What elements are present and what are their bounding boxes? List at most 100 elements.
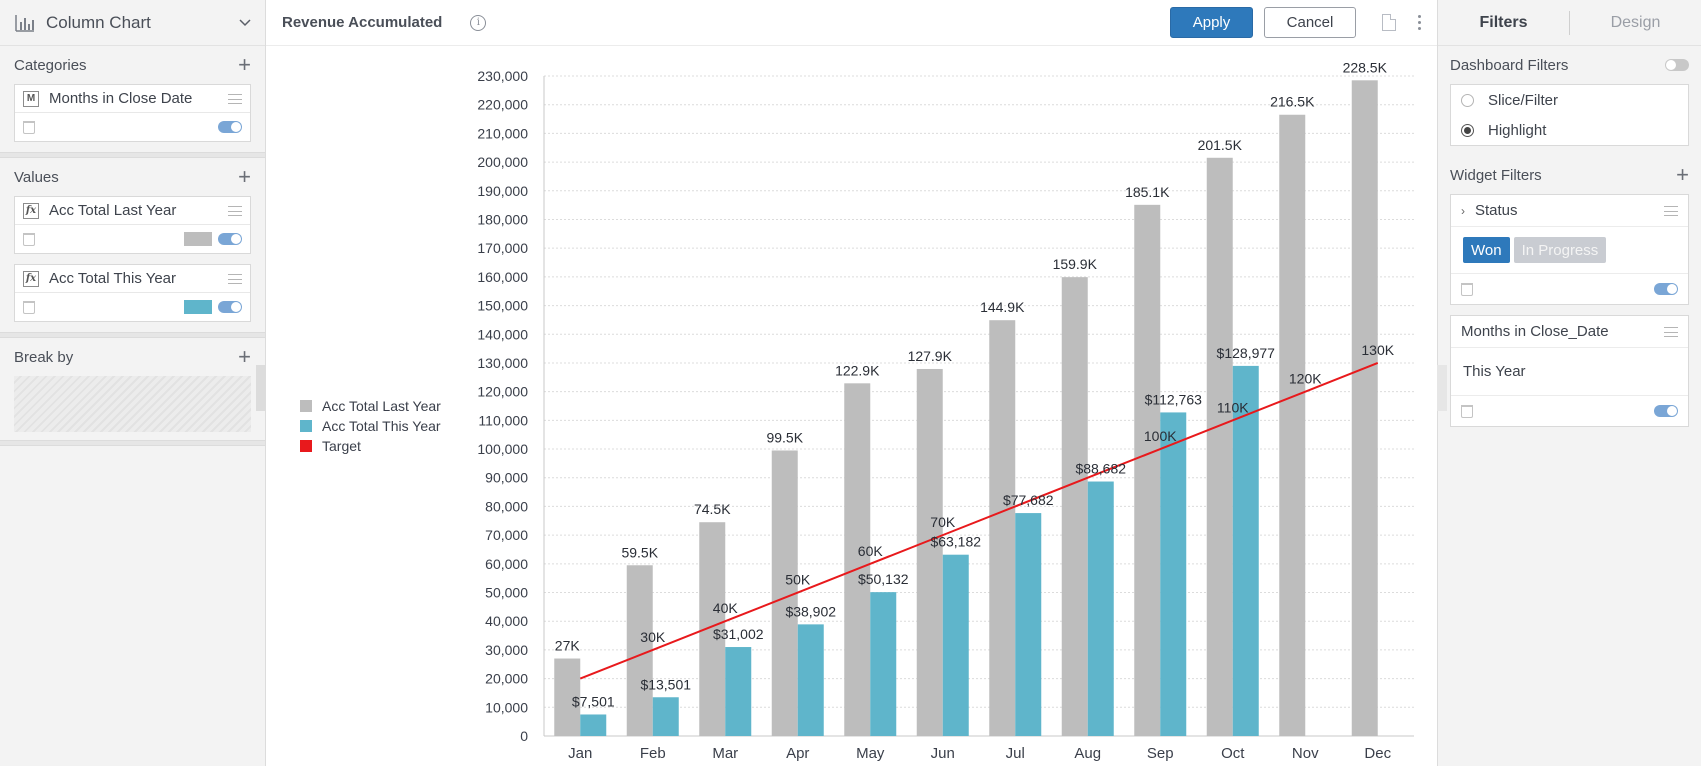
bar xyxy=(942,554,969,736)
value-item-label[interactable]: Acc Total This Year xyxy=(49,270,177,287)
radio-button[interactable] xyxy=(1461,93,1474,107)
chevron-down-icon[interactable] xyxy=(239,18,251,27)
widget-filters-label: Widget Filters xyxy=(1450,166,1542,184)
break-by-dropzone[interactable] xyxy=(14,376,251,432)
x-tick-label: Feb xyxy=(640,745,666,762)
apply-button[interactable]: Apply xyxy=(1170,7,1253,38)
y-tick-label: 40,000 xyxy=(485,613,528,629)
color-swatch[interactable] xyxy=(184,232,212,246)
legend-label: Acc Total Last Year xyxy=(322,398,441,414)
x-tick-label: Mar xyxy=(712,745,738,762)
values-section: Values + fx Acc Total Last Year fx xyxy=(0,158,265,322)
legend-label: Acc Total This Year xyxy=(322,418,441,434)
bar xyxy=(1061,277,1088,736)
trash-icon[interactable] xyxy=(23,232,35,246)
value-item[interactable]: fx Acc Total Last Year xyxy=(14,196,251,254)
data-label: 122.9K xyxy=(835,362,880,378)
data-label: $13,501 xyxy=(640,676,691,692)
more-options-icon[interactable] xyxy=(1418,15,1421,30)
dashboard-filters-label: Dashboard Filters xyxy=(1450,56,1569,74)
date-filter-value[interactable]: This Year xyxy=(1451,348,1688,396)
cancel-button[interactable]: Cancel xyxy=(1264,7,1356,38)
break-by-label: Break by xyxy=(14,348,74,366)
trash-icon[interactable] xyxy=(23,120,35,134)
bar xyxy=(989,320,1016,736)
tab-filters[interactable]: Filters xyxy=(1479,13,1528,31)
drag-handle-icon[interactable] xyxy=(228,205,242,216)
left-panel-collapse-handle[interactable] xyxy=(256,365,266,411)
drag-handle-icon[interactable] xyxy=(228,93,242,104)
chip-won[interactable]: Won xyxy=(1463,237,1510,263)
target-label: 40K xyxy=(713,600,739,616)
bar xyxy=(554,658,581,736)
chart-type-selector[interactable]: Column Chart xyxy=(0,0,265,46)
date-filter-label[interactable]: Months in Close_Date xyxy=(1461,323,1609,340)
enable-toggle[interactable] xyxy=(218,121,242,133)
data-label: $63,182 xyxy=(930,534,981,550)
categories-label: Categories xyxy=(14,56,87,74)
add-break-by-icon[interactable]: + xyxy=(238,344,251,369)
tab-design[interactable]: Design xyxy=(1610,13,1661,31)
category-item-label[interactable]: Months in Close Date xyxy=(49,90,193,107)
add-value-icon[interactable]: + xyxy=(238,164,251,189)
date-filter: Months in Close_Date This Year xyxy=(1450,315,1689,427)
bar xyxy=(1134,204,1161,736)
y-tick-label: 120,000 xyxy=(477,384,528,400)
info-icon[interactable]: i xyxy=(470,14,487,31)
data-label: 201.5K xyxy=(1198,137,1243,153)
x-tick-label: Sep xyxy=(1147,745,1174,762)
data-label: 59.5K xyxy=(621,544,658,560)
enable-toggle[interactable] xyxy=(218,233,242,245)
trash-icon[interactable] xyxy=(23,300,35,314)
widget-title[interactable]: Revenue Accumulated xyxy=(282,14,443,31)
data-label: 74.5K xyxy=(694,501,731,517)
trash-icon[interactable] xyxy=(1461,404,1473,418)
status-filter-label[interactable]: Status xyxy=(1475,202,1518,219)
panel-tabs: Filters Design xyxy=(1438,0,1701,46)
y-tick-label: 200,000 xyxy=(477,154,528,170)
mode-option-highlight[interactable]: Highlight xyxy=(1451,115,1688,145)
radio-button-selected[interactable] xyxy=(1461,123,1474,137)
category-item[interactable]: M Months in Close Date xyxy=(14,84,251,142)
chevron-right-icon[interactable]: › xyxy=(1461,203,1465,218)
add-widget-filter-icon[interactable]: + xyxy=(1676,162,1689,187)
value-item[interactable]: fx Acc Total This Year xyxy=(14,264,251,322)
add-category-icon[interactable]: + xyxy=(238,52,251,77)
column-chart-icon xyxy=(15,14,34,32)
enable-toggle[interactable] xyxy=(218,301,242,313)
x-tick-label: Apr xyxy=(786,745,809,762)
drag-handle-icon[interactable] xyxy=(1664,326,1678,337)
document-icon[interactable] xyxy=(1382,14,1396,31)
y-tick-label: 210,000 xyxy=(477,125,528,141)
y-tick-label: 0 xyxy=(520,728,528,744)
drag-handle-icon[interactable] xyxy=(1664,205,1678,216)
y-tick-label: 110,000 xyxy=(478,412,528,428)
data-label: 185.1K xyxy=(1125,184,1170,200)
y-tick-label: 190,000 xyxy=(477,183,528,199)
bar xyxy=(1160,412,1187,736)
left-panel: Column Chart Categories + M Months in Cl… xyxy=(0,0,266,766)
color-swatch[interactable] xyxy=(184,300,212,314)
legend-swatch xyxy=(300,440,312,452)
y-tick-label: 60,000 xyxy=(485,556,528,572)
x-tick-label: Jul xyxy=(1006,745,1025,762)
data-label: $77,682 xyxy=(1003,492,1054,508)
enable-toggle[interactable] xyxy=(1654,283,1678,295)
data-label: $31,002 xyxy=(713,626,764,642)
target-line xyxy=(579,362,1379,680)
y-tick-label: 180,000 xyxy=(477,211,528,227)
x-tick-label: Aug xyxy=(1074,745,1101,762)
column-chart: 0 10,000 20,000 30,000 40,000 50,000 60,000 70,… xyxy=(300,59,1414,762)
y-tick-label: 150,000 xyxy=(477,298,528,314)
dashboard-filters-toggle[interactable] xyxy=(1665,59,1689,71)
x-tick-label: Jun xyxy=(931,745,955,762)
data-label: $7,501 xyxy=(572,693,615,709)
enable-toggle[interactable] xyxy=(1654,405,1678,417)
value-item-label[interactable]: Acc Total Last Year xyxy=(49,202,177,219)
chip-in-progress[interactable]: In Progress xyxy=(1513,237,1607,263)
mode-option-slice[interactable]: Slice/Filter xyxy=(1451,85,1688,115)
y-tick-label: 230,000 xyxy=(477,68,528,84)
right-panel-collapse-handle[interactable] xyxy=(1437,365,1447,411)
drag-handle-icon[interactable] xyxy=(228,273,242,284)
trash-icon[interactable] xyxy=(1461,282,1473,296)
